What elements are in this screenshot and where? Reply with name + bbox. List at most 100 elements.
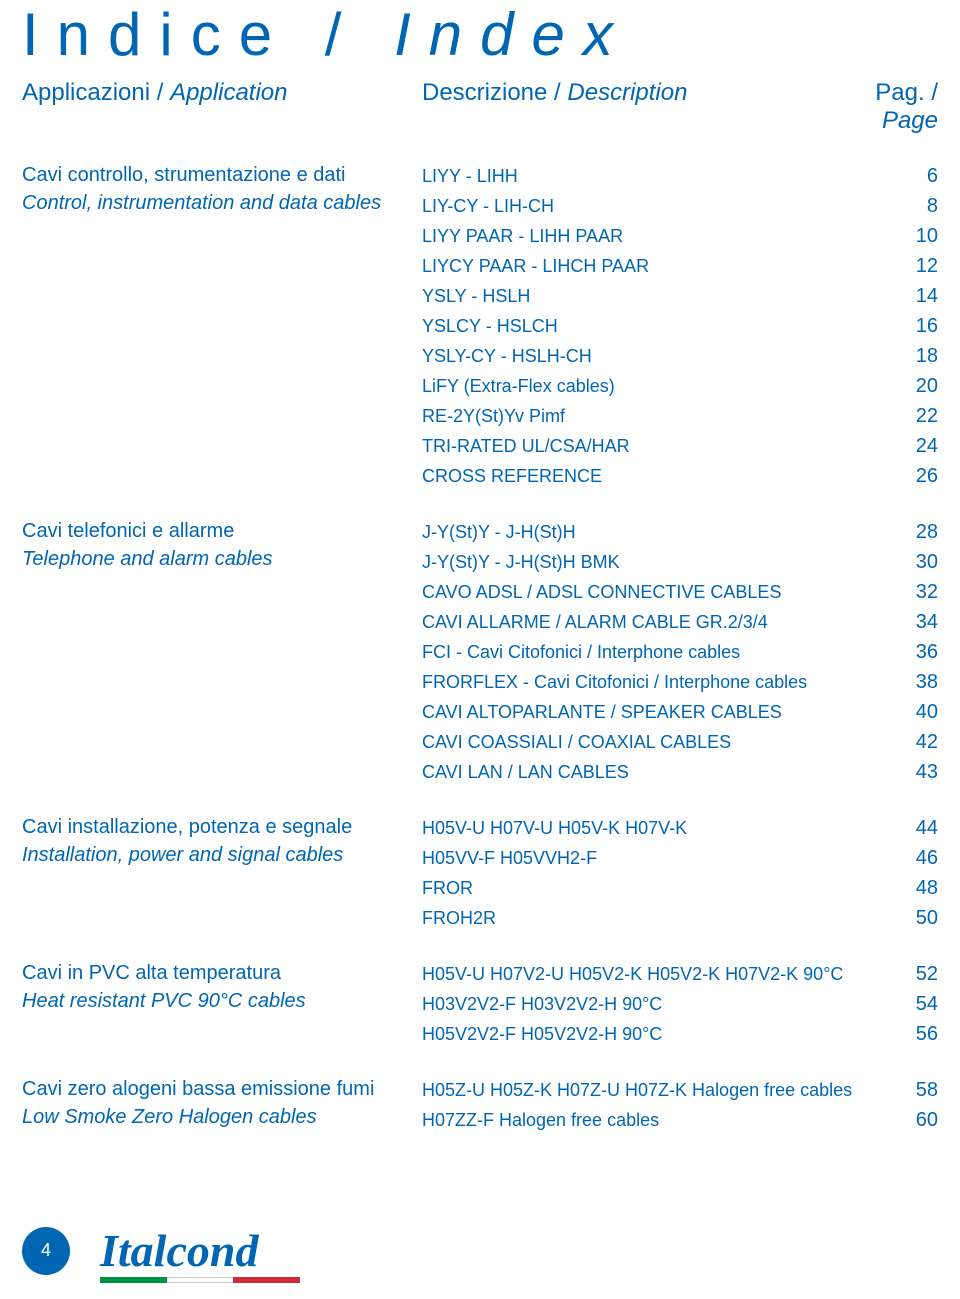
section-label-plain: Cavi telefonici e allarme [22,517,422,545]
row-page: 54 [862,989,938,1019]
row-description: TRI-RATED UL/CSA/HAR [422,431,862,461]
index-row: J-Y(St)Y - J-H(St)H28 [422,517,938,547]
section-label: Cavi telefonici e allarmeTelephone and a… [22,517,422,787]
row-description: H05Z-U H05Z-K H07Z-U H07Z-K Halogen free… [422,1075,862,1105]
section-label: Cavi controllo, strumentazione e datiCon… [22,161,422,491]
index-row: H05Z-U H05Z-K H07Z-U H07Z-K Halogen free… [422,1075,938,1105]
index-row: H03V2V2-F H03V2V2-H 90°C54 [422,989,938,1019]
page-number-badge: 4 [22,1227,70,1275]
row-description: CAVI ALLARME / ALARM CABLE GR.2/3/4 [422,607,862,637]
section-rows: H05V-U H07V-U H05V-K H07V-K44H05VV-F H05… [422,813,938,933]
column-header-row: Applicazioni / Application Descrizione /… [0,79,960,135]
index-section: Cavi installazione, potenza e segnaleIns… [0,813,960,933]
index-row: FRORFLEX - Cavi Citofonici / Interphone … [422,667,938,697]
row-description: FROR [422,873,862,903]
index-row: TRI-RATED UL/CSA/HAR24 [422,431,938,461]
section-label-plain: Cavi zero alogeni bassa emissione fumi [22,1075,422,1103]
row-page: 12 [862,251,938,281]
row-page: 28 [862,517,938,547]
row-description: LiFY (Extra-Flex cables) [422,371,862,401]
row-description: CROSS REFERENCE [422,461,862,491]
row-description: J-Y(St)Y - J-H(St)H BMK [422,547,862,577]
row-page: 56 [862,1019,938,1049]
row-page: 43 [862,757,938,787]
row-page: 30 [862,547,938,577]
row-page: 18 [862,341,938,371]
row-description: YSLY-CY - HSLH-CH [422,341,862,371]
index-row: FROH2R50 [422,903,938,933]
row-page: 42 [862,727,938,757]
row-page: 10 [862,221,938,251]
index-row: FROR48 [422,873,938,903]
row-description: H05VV-F H05VVH2-F [422,843,862,873]
row-page: 52 [862,959,938,989]
section-rows: H05Z-U H05Z-K H07Z-U H07Z-K Halogen free… [422,1075,938,1135]
section-label-italic: Heat resistant PVC 90°C cables [22,987,422,1015]
row-page: 14 [862,281,938,311]
row-page: 38 [862,667,938,697]
row-description: LIYY - LIHH [422,161,862,191]
row-description: J-Y(St)Y - J-H(St)H [422,517,862,547]
row-page: 46 [862,843,938,873]
index-row: LIYY PAAR - LIHH PAAR10 [422,221,938,251]
index-row: CAVO ADSL / ADSL CONNECTIVE CABLES32 [422,577,938,607]
row-page: 44 [862,813,938,843]
section-label-italic: Control, instrumentation and data cables [22,189,422,217]
index-row: CAVI ALLARME / ALARM CABLE GR.2/3/434 [422,607,938,637]
section-label: Cavi zero alogeni bassa emissione fumiLo… [22,1075,422,1135]
row-description: H05V-U H07V-U H05V-K H07V-K [422,813,862,843]
title-plain: Indice / [22,1,394,68]
row-page: 36 [862,637,938,667]
section-label-plain: Cavi in PVC alta temperatura [22,959,422,987]
row-page: 48 [862,873,938,903]
row-page: 20 [862,371,938,401]
header-descrizione: Descrizione / Description [422,79,862,135]
row-description: RE-2Y(St)Yv Pimf [422,401,862,431]
index-row: H05VV-F H05VVH2-F46 [422,843,938,873]
row-description: YSLY - HSLH [422,281,862,311]
row-description: FROH2R [422,903,862,933]
header-applicazioni: Applicazioni / Application [22,79,422,135]
section-label-italic: Low Smoke Zero Halogen cables [22,1103,422,1131]
index-row: LIY-CY - LIH-CH8 [422,191,938,221]
index-row: YSLY-CY - HSLH-CH18 [422,341,938,371]
index-section: Cavi controllo, strumentazione e datiCon… [0,161,960,491]
row-description: LIYY PAAR - LIHH PAAR [422,221,862,251]
row-description: H07ZZ-F Halogen free cables [422,1105,862,1135]
section-rows: J-Y(St)Y - J-H(St)H28J-Y(St)Y - J-H(St)H… [422,517,938,787]
section-label-plain: Cavi controllo, strumentazione e dati [22,161,422,189]
row-description: LIYCY PAAR - LIHCH PAAR [422,251,862,281]
index-row: FCI - Cavi Citofonici / Interphone cable… [422,637,938,667]
row-description: H05V2V2-F H05V2V2-H 90°C [422,1019,862,1049]
section-label-plain: Cavi installazione, potenza e segnale [22,813,422,841]
row-page: 58 [862,1075,938,1105]
row-page: 40 [862,697,938,727]
section-rows: LIYY - LIHH6LIY-CY - LIH-CH8LIYY PAAR - … [422,161,938,491]
row-description: FCI - Cavi Citofonici / Interphone cable… [422,637,862,667]
index-row: H05V-U H07V-U H05V-K H07V-K44 [422,813,938,843]
row-page: 8 [862,191,938,221]
footer: 4 Italcond [22,1224,258,1277]
row-page: 50 [862,903,938,933]
tricolor-underline-icon [100,1277,300,1283]
section-label-italic: Telephone and alarm cables [22,545,422,573]
index-row: YSLY - HSLH14 [422,281,938,311]
index-row: LIYY - LIHH6 [422,161,938,191]
index-section: Cavi in PVC alta temperaturaHeat resista… [0,959,960,1049]
section-label: Cavi in PVC alta temperaturaHeat resista… [22,959,422,1049]
index-row: RE-2Y(St)Yv Pimf22 [422,401,938,431]
index-section: Cavi telefonici e allarmeTelephone and a… [0,517,960,787]
index-row: H05V-U H07V2-U H05V2-K H05V2-K H07V2-K 9… [422,959,938,989]
page-title: Indice / Index [0,0,960,69]
row-description: YSLCY - HSLCH [422,311,862,341]
section-label-italic: Installation, power and signal cables [22,841,422,869]
header-pag: Pag. / Page [862,79,938,135]
row-page: 26 [862,461,938,491]
row-description: CAVO ADSL / ADSL CONNECTIVE CABLES [422,577,862,607]
title-italic: Index [394,1,631,68]
row-description: H03V2V2-F H03V2V2-H 90°C [422,989,862,1019]
index-row: YSLCY - HSLCH16 [422,311,938,341]
section-label: Cavi installazione, potenza e segnaleIns… [22,813,422,933]
row-description: CAVI LAN / LAN CABLES [422,757,862,787]
index-row: H07ZZ-F Halogen free cables60 [422,1105,938,1135]
